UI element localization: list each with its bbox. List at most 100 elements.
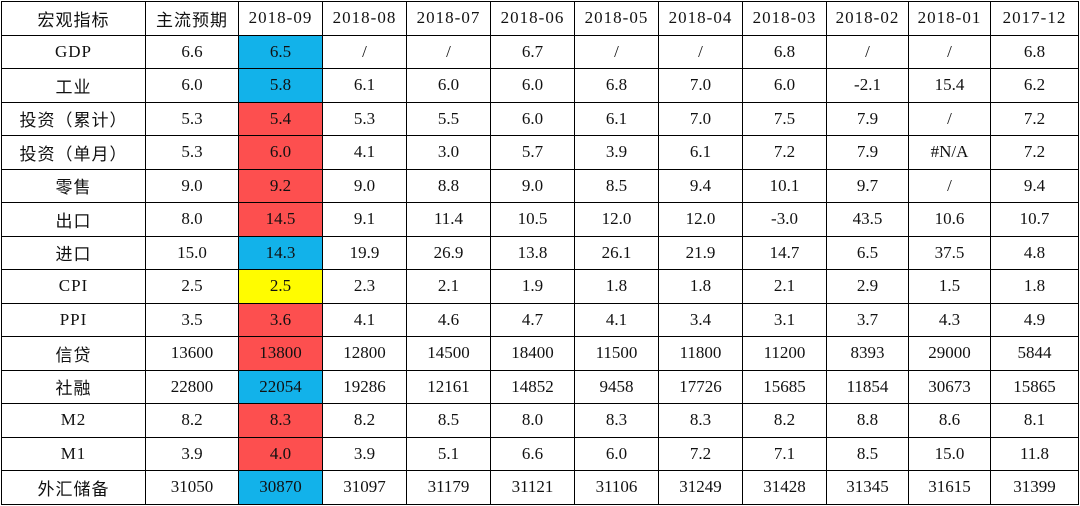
table-cell: 6.7 (490, 34, 575, 69)
actual-value-cell: 2.5 (238, 269, 323, 304)
row-label: CPI (1, 269, 146, 304)
actual-value-cell: 4.0 (238, 436, 323, 471)
table-cell: 4.6 (406, 302, 491, 337)
consensus-cell: 13600 (145, 336, 239, 371)
table-cell: 12.0 (658, 202, 743, 237)
table-cell: 9458 (574, 369, 659, 404)
consensus-cell: 6.0 (145, 68, 239, 103)
actual-value-cell: 3.6 (238, 302, 323, 337)
table-cell: 19286 (322, 369, 407, 404)
consensus-cell: 6.6 (145, 34, 239, 69)
table-cell: 6.1 (574, 101, 659, 136)
table-cell: 11854 (826, 369, 909, 404)
table-cell: #N/A (908, 135, 991, 170)
table-cell: 8.2 (322, 403, 407, 438)
table-cell: 6.8 (742, 34, 827, 69)
table-row: 工业 6.0 5.8 6.1 6.0 6.0 6.8 7.0 6.0 -2.1 15.4 6.2 (1, 68, 1079, 103)
table-cell: 6.6 (490, 436, 575, 471)
table-cell: 8.6 (908, 403, 991, 438)
table-cell: 3.1 (742, 302, 827, 337)
table-cell: 4.9 (990, 302, 1079, 337)
table-cell: 8.0 (490, 403, 575, 438)
table-cell: 6.5 (826, 235, 909, 270)
actual-value-cell: 13800 (238, 336, 323, 371)
table-cell: 7.0 (658, 101, 743, 136)
row-label: GDP (1, 34, 146, 69)
table-cell: 5.7 (490, 135, 575, 170)
table-cell: 4.8 (990, 235, 1079, 270)
table-cell: 7.1 (742, 436, 827, 471)
table-row: 社融 22800 22054 19286 12161 14852 9458 17726 1568… (1, 369, 1079, 404)
table-cell: 8.5 (574, 168, 659, 203)
actual-value-cell: 8.3 (238, 403, 323, 438)
table-cell: 15685 (742, 369, 827, 404)
table-cell: 2.1 (742, 269, 827, 304)
header-row: 宏观指标 主流预期 2018-09 2018-08 2018-07 2018-06 2018… (1, 1, 1079, 36)
table-cell: 31106 (574, 470, 659, 505)
table-cell: 6.0 (742, 68, 827, 103)
table-cell: / (574, 34, 659, 69)
table-cell: 8393 (826, 336, 909, 371)
table-cell: 4.7 (490, 302, 575, 337)
table-body: GDP 6.6 6.5//6.7//6.8//6.8 工业 6.0 5.8 6.1 6.0 6.… (1, 34, 1079, 505)
consensus-cell: 3.5 (145, 302, 239, 337)
table-cell: 11500 (574, 336, 659, 371)
consensus-cell: 22800 (145, 369, 239, 404)
table-cell: 7.0 (658, 68, 743, 103)
header-period: 2018-04 (658, 1, 743, 36)
table-cell: 31097 (322, 470, 407, 505)
table-row: M1 3.9 4.0 3.9 5.1 6.6 6.0 7.2 7.1 8.5 15.0 11.8 (1, 436, 1079, 471)
table-cell: 4.1 (322, 302, 407, 337)
consensus-cell: 8.0 (145, 202, 239, 237)
table-cell: 6.2 (990, 68, 1079, 103)
table-cell: 31345 (826, 470, 909, 505)
consensus-cell: 5.3 (145, 135, 239, 170)
consensus-cell: 5.3 (145, 101, 239, 136)
table-cell: / (658, 34, 743, 69)
table-cell: 5.1 (406, 436, 491, 471)
table-cell: 1.5 (908, 269, 991, 304)
table-cell: 8.2 (742, 403, 827, 438)
row-label: 出口 (1, 202, 146, 237)
table-cell: 6.1 (658, 135, 743, 170)
table-cell: 6.0 (490, 68, 575, 103)
table-row: 投资（累计） 5.3 5.4 5.3 5.5 6.0 6.1 7.0 7.5 7.9/7.2 (1, 101, 1079, 136)
table-cell: 31249 (658, 470, 743, 505)
table-row: PPI 3.5 3.6 4.1 4.6 4.7 4.1 3.4 3.1 3.7 4.3 4.9 (1, 302, 1079, 337)
actual-value-cell: 9.2 (238, 168, 323, 203)
table-cell: 11800 (658, 336, 743, 371)
table-cell: / (908, 101, 991, 136)
table-cell: 9.4 (990, 168, 1079, 203)
actual-value-cell: 6.0 (238, 135, 323, 170)
table-row: 出口 8.0 14.5 9.1 11.4 10.5 12.0 12.0 -3.0 43.5 10.6… (1, 202, 1079, 237)
header-period: 2018-02 (826, 1, 909, 36)
table-cell: 9.4 (658, 168, 743, 203)
actual-value-cell: 14.3 (238, 235, 323, 270)
row-label: 投资（累计） (1, 101, 146, 136)
table-cell: 6.0 (490, 101, 575, 136)
row-label: 社融 (1, 369, 146, 404)
table-cell: 7.5 (742, 101, 827, 136)
table-cell: / (322, 34, 407, 69)
table-cell: 10.6 (908, 202, 991, 237)
table-cell: 1.8 (574, 269, 659, 304)
table-cell: 15.0 (908, 436, 991, 471)
consensus-cell: 3.9 (145, 436, 239, 471)
table-cell: 11.4 (406, 202, 491, 237)
row-label: 工业 (1, 68, 146, 103)
row-label: 外汇储备 (1, 470, 146, 505)
table-cell: 10.1 (742, 168, 827, 203)
table-cell: 14852 (490, 369, 575, 404)
consensus-cell: 31050 (145, 470, 239, 505)
table-cell: / (826, 34, 909, 69)
table-cell: 8.3 (574, 403, 659, 438)
table-row: GDP 6.6 6.5//6.7//6.8//6.8 (1, 34, 1079, 69)
row-label: 信贷 (1, 336, 146, 371)
table-cell: 15.4 (908, 68, 991, 103)
table-cell: 6.0 (406, 68, 491, 103)
table-cell: 8.1 (990, 403, 1079, 438)
table-cell: 12.0 (574, 202, 659, 237)
table-cell: 1.8 (658, 269, 743, 304)
table-row: 零售 9.0 9.2 9.0 8.8 9.0 8.5 9.4 10.1 9.7/9.4 (1, 168, 1079, 203)
